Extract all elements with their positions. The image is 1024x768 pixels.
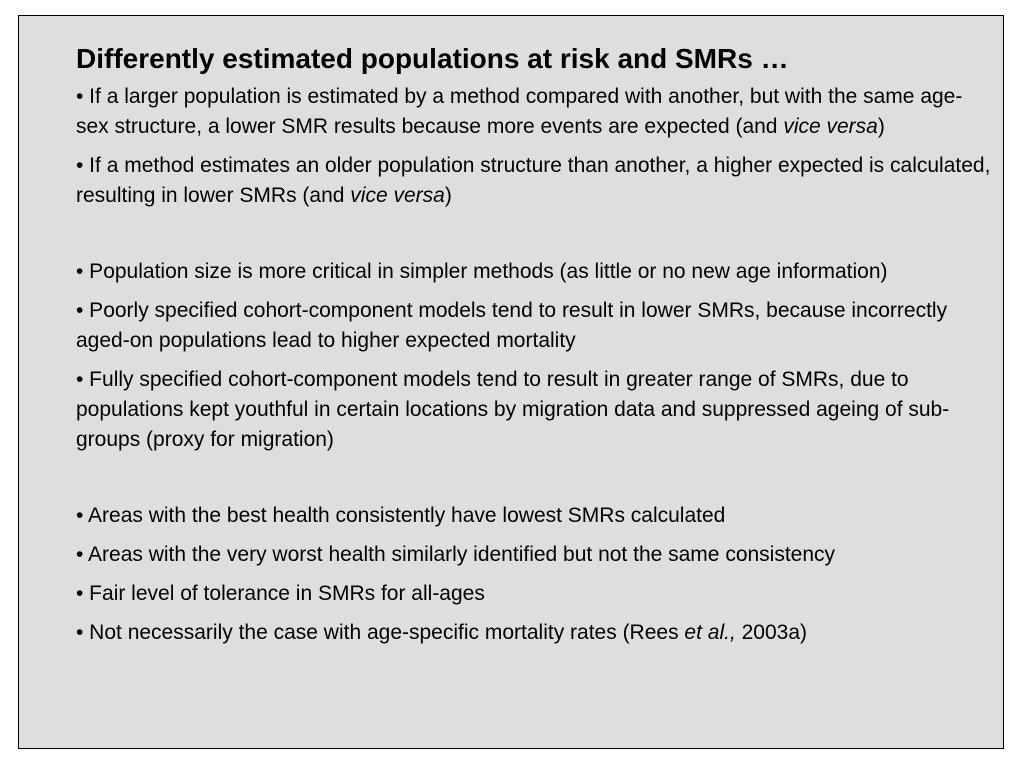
slide-panel: Differently estimated populations at ris…	[18, 15, 1004, 749]
bullet-1: • If a larger population is estimated by…	[76, 82, 991, 142]
bullet-2-tail: )	[444, 184, 452, 207]
bullet-9: • Not necessarily the case with age-spec…	[76, 618, 991, 648]
section-spacer	[76, 464, 991, 501]
bullet-2-text: • If a method estimates an older populat…	[76, 154, 991, 207]
bullet-1-text: • If a larger population is estimated by…	[76, 85, 963, 138]
bullet-1-emphasis: vice versa	[783, 115, 878, 138]
bullet-2-emphasis: vice versa	[350, 184, 445, 207]
bullet-9-tail: 2003a)	[735, 621, 808, 644]
bullet-4: • Poorly specified cohort-component mode…	[76, 299, 948, 352]
slide-title: Differently estimated populations at ris…	[76, 43, 789, 74]
bullet-3: • Population size is more critical in si…	[76, 260, 888, 283]
section-spacer	[76, 220, 991, 257]
bullet-9-text: • Not necessarily the case with age-spec…	[76, 621, 685, 644]
bullet-8: • Fair level of tolerance in SMRs for al…	[76, 582, 485, 605]
bullet-9-emphasis: et al.,	[684, 621, 736, 644]
bullet-6: • Areas with the best health consistentl…	[76, 504, 726, 527]
bullet-2: • If a method estimates an older populat…	[76, 151, 991, 211]
bullet-1-tail: )	[877, 115, 885, 138]
bullet-5: • Fully specified cohort-component model…	[76, 368, 950, 451]
bullet-7: • Areas with the very worst health simil…	[76, 543, 836, 566]
slide-content: Differently estimated populations at ris…	[76, 42, 991, 657]
